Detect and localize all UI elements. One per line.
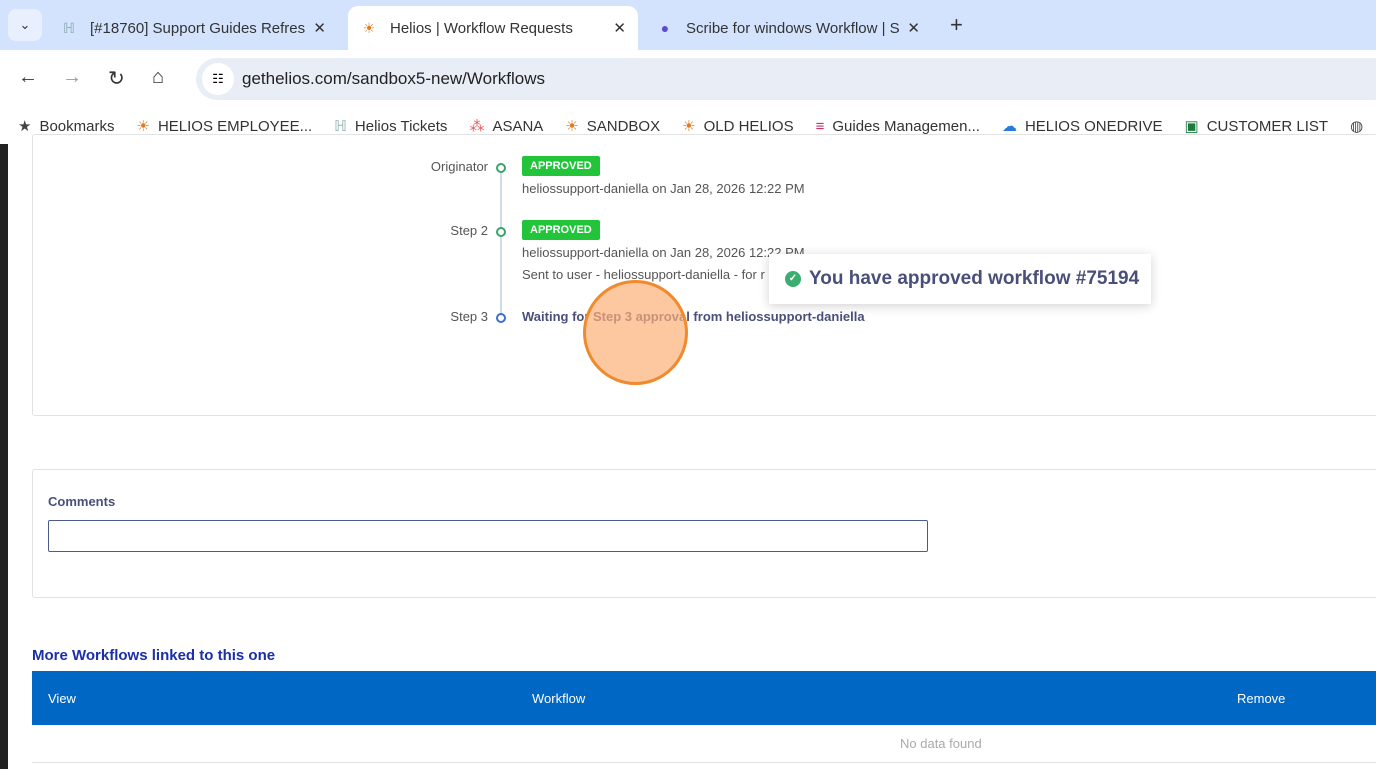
bookmark-item[interactable]: ⁂ ASANA xyxy=(469,118,544,135)
close-tab-icon[interactable]: ✕ xyxy=(313,20,326,37)
sun-icon: ☀ xyxy=(362,19,376,36)
linked-table-header: View Workflow Remove xyxy=(32,671,1376,725)
step-dot xyxy=(496,313,506,323)
comments-label: Comments xyxy=(48,494,116,509)
back-icon[interactable]: ← xyxy=(18,66,38,88)
step-label: Step 3 xyxy=(450,309,488,324)
guides-icon: ≡ xyxy=(815,117,825,135)
asana-icon: ⁂ xyxy=(469,118,485,135)
reload-icon[interactable]: ↻ xyxy=(108,68,125,90)
browser-toolbar: ← → ↻ ⌂ ☷ gethelios.com/sandbox5-new/Work… xyxy=(0,50,1376,108)
bookmark-item[interactable]: ▣ CUSTOMER LIST xyxy=(1184,118,1329,135)
approval-timeline-card xyxy=(32,134,1376,416)
scribe-icon: ● xyxy=(660,20,670,36)
bookmark-item[interactable]: ☀ HELIOS EMPLOYEE... xyxy=(136,118,313,135)
home-icon[interactable]: ⌂ xyxy=(152,66,165,88)
forward-icon[interactable]: → xyxy=(62,66,82,88)
click-indicator xyxy=(583,280,688,385)
bookmark-item[interactable]: ☀ OLD HELIOS xyxy=(682,118,794,135)
empty-message: No data found xyxy=(900,736,982,751)
column-workflow: Workflow xyxy=(532,691,586,706)
timeline-line xyxy=(500,170,502,320)
comments-card: Comments xyxy=(32,469,1376,598)
step-dot xyxy=(496,163,506,173)
success-toast: ✓ You have approved workflow #75194 xyxy=(769,254,1151,304)
excel-icon: ▣ xyxy=(1184,118,1199,135)
page-content: Originator APPROVED heliossupport-daniel… xyxy=(0,134,1376,769)
bookmarks-bar: ★ Bookmarks ☀ HELIOS EMPLOYEE... ℍ Helios T… xyxy=(0,108,1376,144)
star-icon: ★ xyxy=(18,118,32,135)
address-bar[interactable]: ☷ gethelios.com/sandbox5-new/Workflows xyxy=(196,58,1376,100)
step-dot xyxy=(496,227,506,237)
globe-icon[interactable]: ◍ xyxy=(1350,118,1364,135)
step-note: Sent to user - heliossupport-daniella - … xyxy=(522,267,765,282)
status-badge: APPROVED xyxy=(522,156,600,176)
bookmark-all[interactable]: ★ Bookmarks xyxy=(18,118,115,135)
helios-logo-icon: ℍ xyxy=(63,19,75,36)
step-label: Step 2 xyxy=(450,223,488,238)
column-view: View xyxy=(48,691,76,706)
tab-support-guides[interactable]: ℍ [#18760] Support Guides Refres ✕ xyxy=(48,6,338,50)
step-detail: heliossupport-daniella on Jan 28, 2026 1… xyxy=(522,181,805,196)
tab-strip: ⌄ ℍ [#18760] Support Guides Refres ✕ ☀ Heli… xyxy=(0,0,1376,50)
bookmark-item[interactable]: ☀ SANDBOX xyxy=(565,118,661,135)
step-detail: Waiting for Step 3 approval from helioss… xyxy=(522,309,865,324)
bookmark-item[interactable]: ≡ Guides Managemen... xyxy=(815,117,980,135)
step-label: Originator xyxy=(430,159,488,174)
tab-search-button[interactable]: ⌄ xyxy=(8,9,42,41)
sun-icon: ☀ xyxy=(565,118,579,135)
step-detail: heliossupport-daniella on Jan 28, 2026 1… xyxy=(522,245,805,260)
close-tab-icon[interactable]: ✕ xyxy=(907,20,920,37)
onedrive-icon: ☁ xyxy=(1001,118,1017,135)
helios-logo-icon: ℍ xyxy=(334,118,347,135)
column-remove: Remove xyxy=(1237,691,1286,706)
tab-workflow-requests[interactable]: ☀ Helios | Workflow Requests ✕ xyxy=(348,6,638,50)
bookmark-item[interactable]: ☁ HELIOS ONEDRIVE xyxy=(1001,118,1163,135)
bookmark-item[interactable]: ℍ Helios Tickets xyxy=(334,118,448,135)
left-edge xyxy=(0,144,8,769)
linked-workflows-title: More Workflows linked to this one xyxy=(32,647,276,664)
sun-icon: ☀ xyxy=(136,118,150,135)
table-bottom-border xyxy=(32,762,1376,763)
site-settings-icon[interactable]: ☷ xyxy=(202,63,234,95)
comments-input[interactable] xyxy=(48,520,928,552)
sun-icon: ☀ xyxy=(682,118,696,135)
check-circle-icon: ✓ xyxy=(785,271,801,287)
status-badge: APPROVED xyxy=(522,220,600,240)
close-tab-icon[interactable]: ✕ xyxy=(613,20,626,37)
new-tab-button[interactable]: + xyxy=(950,12,963,37)
tab-scribe[interactable]: ● Scribe for windows Workflow | S ✕ xyxy=(644,6,932,50)
